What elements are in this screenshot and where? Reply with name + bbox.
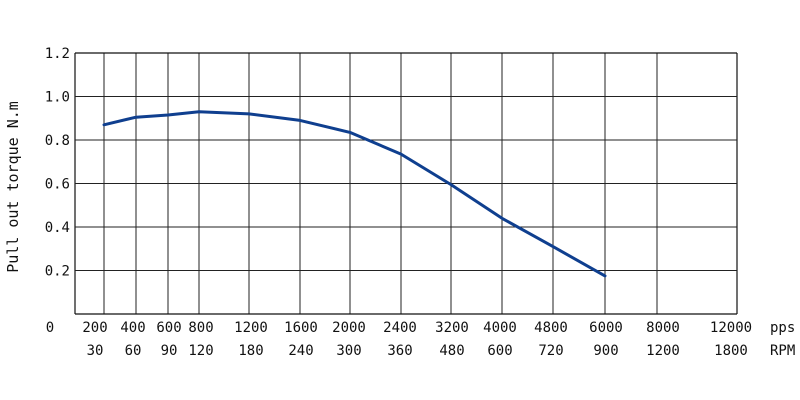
x-tick-label-rpm: 720 [538, 343, 563, 359]
x-tick-label-pps: 12000 [710, 320, 752, 336]
x-tick-label-rpm: 900 [593, 343, 618, 359]
grid [74, 52, 738, 315]
x-tick-label-rpm: 360 [387, 343, 412, 359]
x-tick-label-pps: 1600 [284, 320, 318, 336]
series-layer [102, 110, 607, 278]
x-unit-rpm: RPM [770, 343, 795, 359]
x-tick-label-pps: 1200 [234, 320, 268, 336]
x-tick-label-rpm: 90 [161, 343, 178, 359]
origin-label: 0 [46, 320, 54, 336]
x-tick-label-rpm: 1200 [646, 343, 680, 359]
x-tick-label-rpm: 30 [87, 343, 104, 359]
x-tick-label-rpm: 120 [188, 343, 213, 359]
x-tick-label-rpm: 180 [238, 343, 263, 359]
x-tick-label-pps: 2400 [383, 320, 417, 336]
y-tick-label: 0.4 [45, 220, 70, 236]
x-tick-label-rpm: 1800 [714, 343, 748, 359]
x-tick-label-pps: 4000 [483, 320, 517, 336]
y-tick-labels: 0.2 0.4 0.6 0.8 1.0 1.2 [45, 46, 70, 280]
y-tick-label: 1.2 [45, 46, 70, 62]
x-tick-label-pps: 400 [120, 320, 145, 336]
x-tick-label-pps: 800 [188, 320, 213, 336]
x-unit-pps: pps [770, 320, 795, 336]
x-tick-label-pps: 200 [82, 320, 107, 336]
x-tick-label-rpm: 300 [336, 343, 361, 359]
x-tick-label-rpm: 480 [439, 343, 464, 359]
x-tick-label-pps: 8000 [646, 320, 680, 336]
y-tick-label: 1.0 [45, 90, 70, 106]
x-tick-label-pps: 4800 [534, 320, 568, 336]
torque-curve-line [102, 110, 607, 278]
y-tick-label: 0.2 [45, 264, 70, 280]
x-tick-label-pps: 3200 [435, 320, 469, 336]
x-tick-label-rpm: 60 [125, 343, 142, 359]
y-axis-title: Pull out torque N.m [4, 101, 22, 273]
x-tick-label-rpm: 240 [288, 343, 313, 359]
x-tick-label-pps: 600 [156, 320, 181, 336]
y-tick-label: 0.8 [45, 133, 70, 149]
y-tick-label: 0.6 [45, 177, 70, 193]
x-tick-label-pps: 2000 [332, 320, 366, 336]
x-tick-labels: 200 400 600 800 1200 1600 2000 2400 3200 4000 4800… [82, 320, 752, 359]
x-tick-label-rpm: 600 [487, 343, 512, 359]
x-tick-label-pps: 6000 [589, 320, 623, 336]
